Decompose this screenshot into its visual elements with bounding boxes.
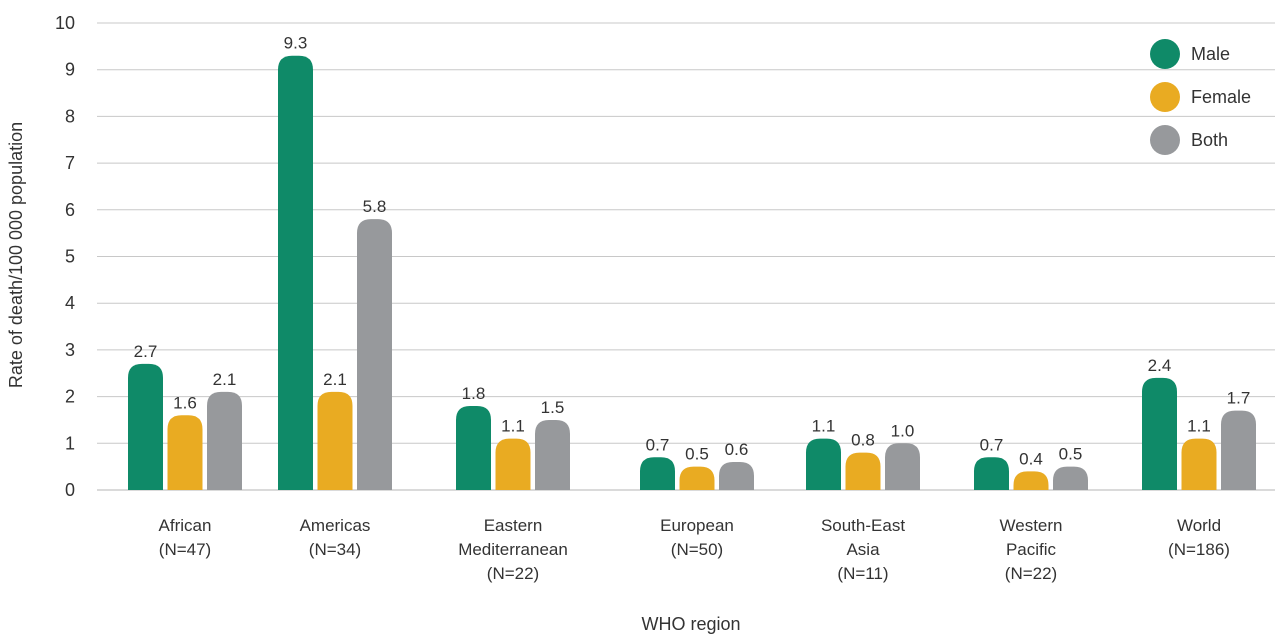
bar-female	[1013, 471, 1049, 490]
category-label: Mediterranean	[458, 540, 568, 559]
data-label: 1.5	[541, 398, 565, 417]
category-label: World	[1177, 516, 1221, 535]
data-label: 1.1	[1187, 417, 1211, 436]
x-axis-title: WHO region	[641, 614, 740, 634]
y-tick-label: 4	[65, 293, 75, 313]
bar-both	[535, 419, 570, 490]
bar-female	[167, 415, 203, 490]
data-label: 2.1	[323, 370, 347, 389]
bar-female	[495, 438, 531, 490]
category-label: European	[660, 516, 734, 535]
bar-female	[679, 466, 715, 490]
y-tick-label: 3	[65, 340, 75, 360]
bar-female	[317, 391, 353, 490]
category-label: (N=47)	[159, 540, 211, 559]
bar-both	[719, 461, 754, 490]
y-tick-label: 10	[55, 13, 75, 33]
legend-label-male: Male	[1191, 44, 1230, 64]
bar-both	[1053, 466, 1088, 490]
category-label: (N=11)	[837, 564, 888, 583]
bars	[128, 55, 1256, 490]
y-axis-ticks: 0 1 2 3 4 5 6 7 8 9 10	[55, 13, 75, 500]
bar-male	[128, 363, 163, 490]
bar-male	[806, 438, 841, 490]
legend-swatch-both	[1150, 125, 1180, 155]
bar-both	[357, 219, 392, 490]
bar-male	[278, 55, 313, 490]
bar-both	[207, 391, 242, 490]
bar-male	[974, 457, 1009, 490]
category-label: Eastern	[484, 516, 543, 535]
data-label: 1.0	[891, 421, 915, 440]
bar-both	[1221, 410, 1256, 490]
category-label: South-East	[821, 516, 905, 535]
data-label: 9.3	[284, 34, 308, 53]
data-label: 1.8	[462, 384, 486, 403]
bar-male	[1142, 377, 1177, 490]
data-label: 0.5	[1059, 445, 1083, 464]
y-tick-label: 0	[65, 480, 75, 500]
data-label: 0.5	[685, 445, 709, 464]
y-tick-label: 5	[65, 247, 75, 267]
y-axis-title: Rate of death/100 000 population	[6, 122, 26, 388]
category-label: (N=22)	[1005, 564, 1057, 583]
data-label: 0.7	[980, 435, 1004, 454]
legend-label-female: Female	[1191, 87, 1251, 107]
bar-male	[456, 405, 491, 490]
data-label: 0.8	[851, 431, 875, 450]
bar-both	[885, 443, 920, 490]
data-label: 2.4	[1148, 356, 1172, 375]
category-label: (N=34)	[309, 540, 361, 559]
legend-label-both: Both	[1191, 130, 1228, 150]
data-label: 5.8	[363, 197, 387, 216]
gridlines	[97, 22, 1275, 491]
y-tick-label: 6	[65, 200, 75, 220]
data-label: 2.1	[213, 370, 237, 389]
bar-female	[1181, 438, 1217, 490]
data-label: 0.4	[1019, 449, 1043, 468]
legend: Male Female Both	[1150, 39, 1251, 155]
bar-male	[640, 457, 675, 490]
data-label: 1.6	[173, 393, 197, 412]
data-label: 1.1	[812, 417, 836, 436]
y-tick-label: 8	[65, 106, 75, 126]
category-label: Asia	[846, 540, 880, 559]
bar-female	[845, 452, 881, 490]
category-label: (N=186)	[1168, 540, 1230, 559]
data-label: 2.7	[134, 342, 158, 361]
legend-swatch-male	[1150, 39, 1180, 69]
data-label: 1.7	[1227, 389, 1251, 408]
category-label: Pacific	[1006, 540, 1057, 559]
category-label: Americas	[300, 516, 371, 535]
y-tick-label: 9	[65, 60, 75, 80]
y-tick-label: 7	[65, 153, 75, 173]
category-label: Western	[1000, 516, 1063, 535]
data-label: 0.7	[646, 435, 670, 454]
x-axis-categories: African (N=47) Americas (N=34) Eastern Medite…	[159, 516, 1230, 583]
category-label: (N=50)	[671, 540, 723, 559]
category-label: (N=22)	[487, 564, 539, 583]
category-label: African	[159, 516, 212, 535]
y-tick-label: 2	[65, 387, 75, 407]
data-labels: 2.7 9.3 1.8 0.7 1.1 0.7 2.4 1.6 2.1 1.1 0.5 0.8 0.4 1…	[134, 34, 1251, 469]
legend-swatch-female	[1150, 82, 1180, 112]
data-label: 1.1	[501, 417, 525, 436]
y-tick-label: 1	[65, 433, 75, 453]
data-label: 0.6	[725, 440, 749, 459]
